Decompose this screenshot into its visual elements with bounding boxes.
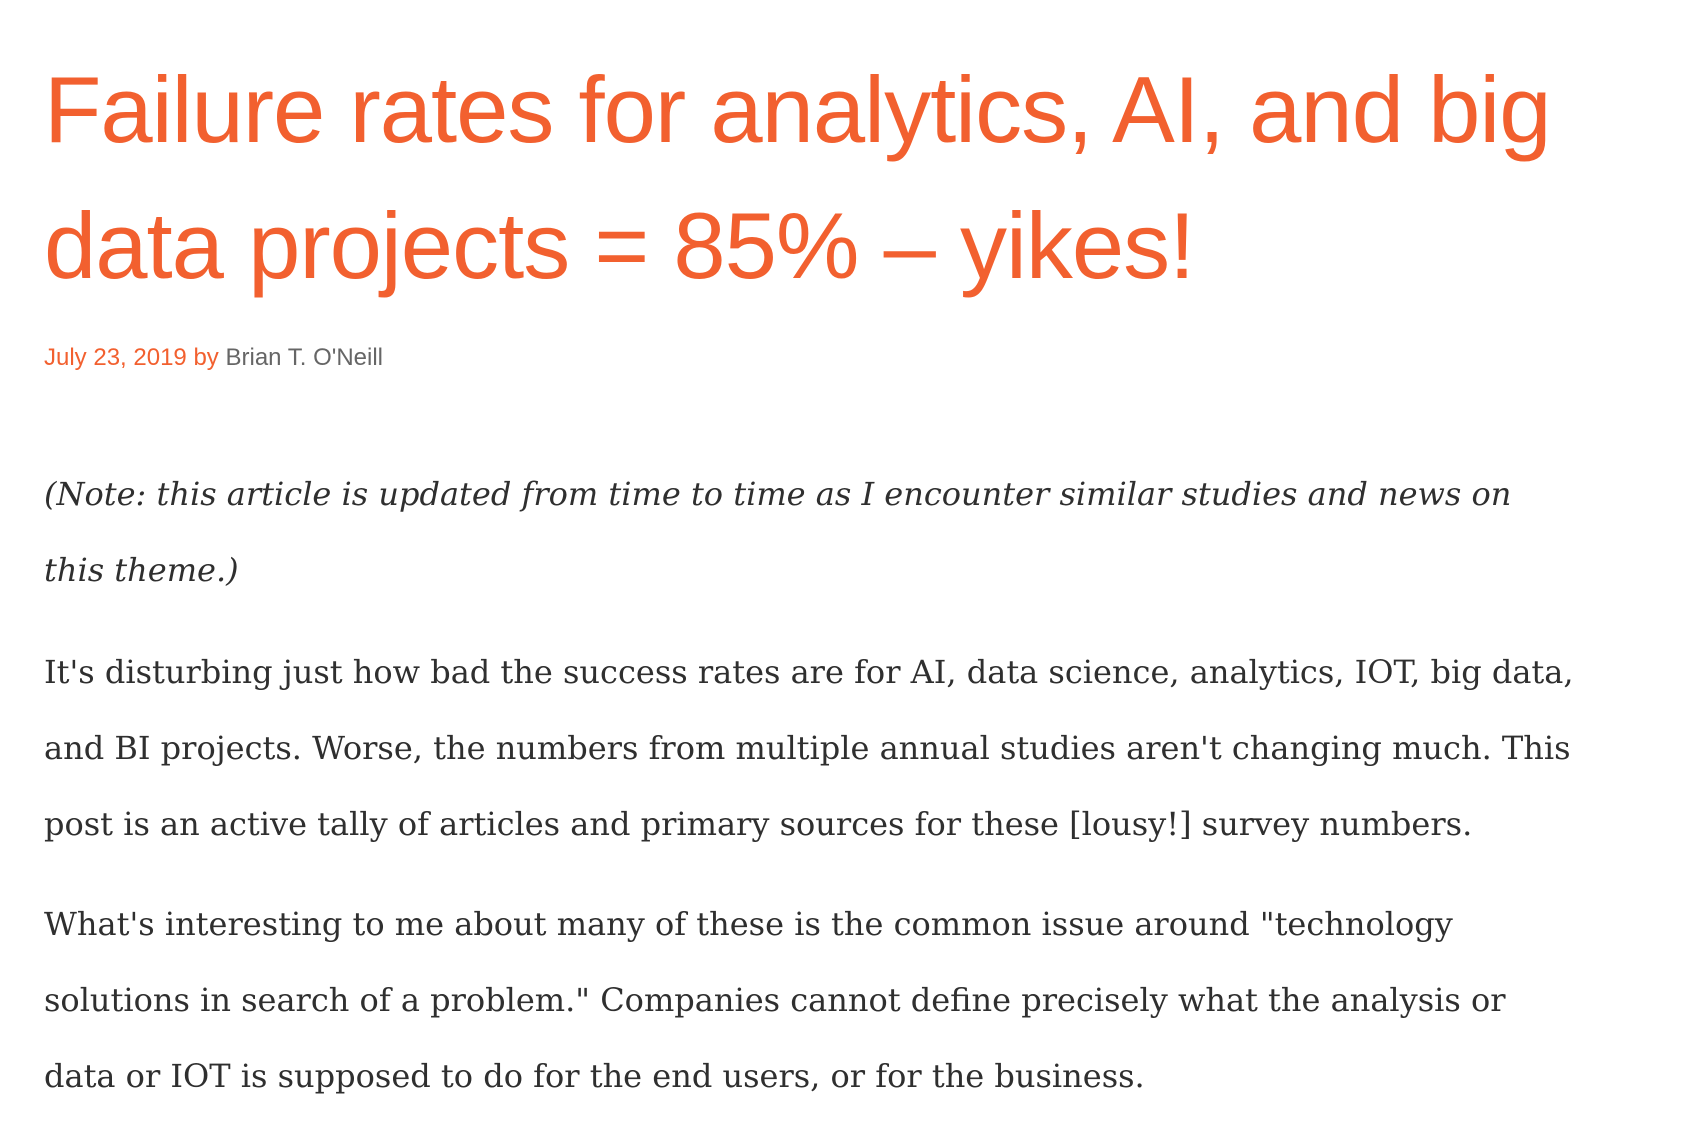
post-date[interactable]: July 23, 2019 <box>44 344 187 371</box>
article: Failure rates for analytics, AI, and big… <box>44 0 1664 1138</box>
article-title-line: Failure rates for analytics, AI, and big <box>44 57 1552 162</box>
article-body: (Note: this article is updated from time… <box>44 456 1664 1114</box>
paragraph-line: It's disturbing just how bad the success… <box>44 653 1574 691</box>
post-by-label: by <box>193 344 219 371</box>
paragraph-line: this theme.) <box>44 551 239 589</box>
post-author[interactable]: Brian T. O'Neill <box>225 344 384 371</box>
body-paragraph: It's disturbing just how bad the success… <box>44 634 1682 862</box>
article-title-line: data projects = 85% – yikes! <box>44 193 1195 298</box>
post-meta: July 23, 2019 by Brian T. O'Neill <box>44 338 1664 378</box>
body-paragraph: What's interesting to me about many of t… <box>44 886 1682 1114</box>
paragraph-line: solutions in search of a problem." Compa… <box>44 981 1506 1019</box>
article-title: Failure rates for analytics, AI, and big… <box>44 0 1604 328</box>
note-paragraph: (Note: this article is updated from time… <box>44 456 1682 608</box>
paragraph-line: post is an active tally of articles and … <box>44 805 1473 843</box>
paragraph-line: What's interesting to me about many of t… <box>44 905 1453 943</box>
paragraph-line: and BI projects. Worse, the numbers from… <box>44 729 1571 767</box>
paragraph-line: data or IOT is supposed to do for the en… <box>44 1057 1145 1095</box>
paragraph-line: (Note: this article is updated from time… <box>44 475 1512 513</box>
